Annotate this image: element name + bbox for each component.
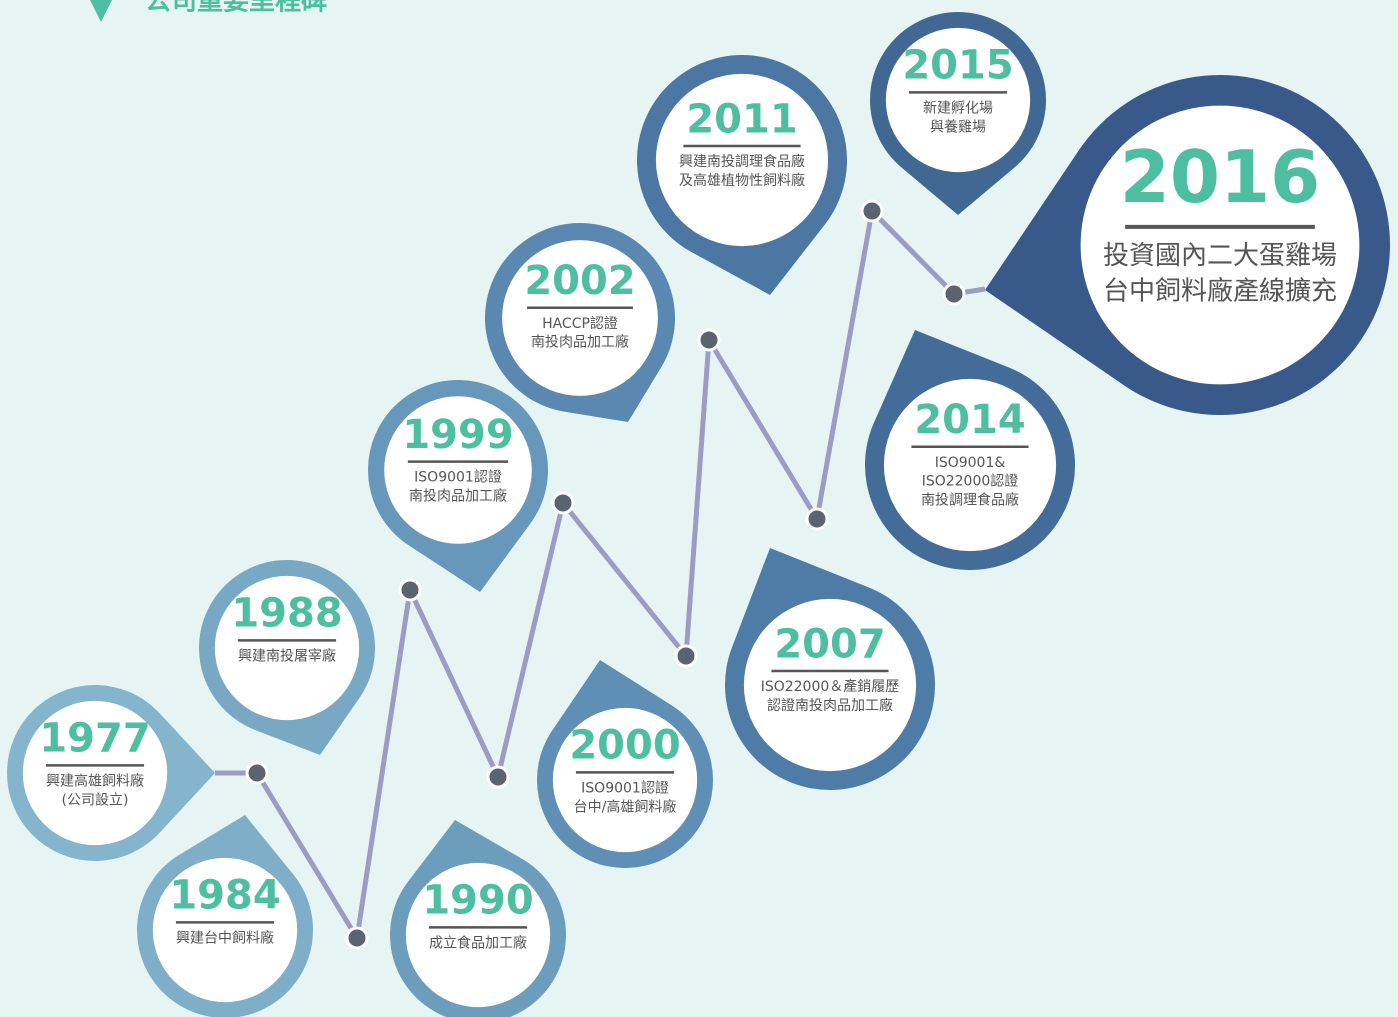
pin-inner xyxy=(1080,105,1360,385)
milestone-year: 2007 xyxy=(774,621,885,667)
milestone-year: 1988 xyxy=(231,591,342,637)
milestone-year: 2002 xyxy=(524,258,635,304)
milestone-text: 投資國內二大蛋雞場 xyxy=(1103,241,1337,271)
pin-inner xyxy=(885,27,1031,173)
header-title: 公司重要里程碑 xyxy=(145,0,327,17)
pin-inner xyxy=(405,862,551,1008)
milestone-text: 新建孵化場 xyxy=(923,100,993,116)
milestone-text: 興建高雄飼料廠 xyxy=(46,772,144,789)
milestone-text: 興建南投調理食品廠 xyxy=(679,153,805,170)
timeline-dot xyxy=(860,199,884,223)
timeline-dot xyxy=(486,765,510,789)
milestone-text: ISO9001認證 xyxy=(581,779,669,796)
milestone-text: 與養雞場 xyxy=(930,118,986,135)
milestone-text: ISO9001認證 xyxy=(414,469,502,486)
milestone-text: ISO9001& xyxy=(935,455,1006,471)
milestone-year: 1999 xyxy=(402,412,513,458)
milestone-text: 南投調理食品廠 xyxy=(921,492,1019,509)
pin-inner xyxy=(655,73,829,247)
milestone: 1977 興建高雄飼料廠 (公司設立) xyxy=(7,685,216,862)
milestone-text: HACCP認證 xyxy=(542,315,618,332)
milestone-text: 南投肉品加工廠 xyxy=(409,488,507,505)
milestone-year: 1984 xyxy=(169,873,280,919)
timeline-dot xyxy=(805,507,829,531)
milestone-text: 認證南投肉品加工廠 xyxy=(767,697,893,714)
milestone-text: 台中飼料廠產線擴充 xyxy=(1103,276,1337,306)
timeline-dot xyxy=(398,578,422,602)
milestone-year: 1990 xyxy=(422,878,533,924)
milestone-text: 興建南投屠宰廠 xyxy=(238,647,336,664)
timeline-line xyxy=(215,205,986,946)
timeline-dot xyxy=(674,644,698,668)
milestone-year: 2014 xyxy=(914,397,1025,443)
milestone-text: 南投肉品加工廠 xyxy=(531,334,629,351)
milestone-text: ISO22000＆產銷履歷 xyxy=(761,678,900,695)
pin-inner xyxy=(22,700,168,846)
milestone: 1988 興建南投屠宰廠 xyxy=(199,560,376,755)
timeline-dot xyxy=(551,491,575,515)
pin-inner xyxy=(743,598,917,772)
milestone-text: 興建台中飼料廠 xyxy=(176,929,274,946)
milestone: 1984 興建台中飼料廠 xyxy=(137,815,313,1017)
timeline-dot xyxy=(245,761,269,785)
milestone-text: 台中/高雄飼料廠 xyxy=(574,798,677,815)
header-icon xyxy=(90,0,112,22)
milestone-year: 1977 xyxy=(39,716,150,762)
pin-inner xyxy=(152,857,298,1003)
timeline-dot xyxy=(942,282,966,306)
pin-inner xyxy=(552,707,698,853)
timeline-dot xyxy=(697,328,721,352)
pin-inner xyxy=(502,240,658,396)
milestone-year: 2000 xyxy=(569,723,680,769)
milestone-text: 成立食品加工廠 xyxy=(429,934,527,951)
milestone-text: (公司設立) xyxy=(62,792,129,808)
milestone-year: 2011 xyxy=(686,96,797,142)
pin-inner xyxy=(384,396,532,544)
pin-inner xyxy=(883,378,1057,552)
milestone-year: 2015 xyxy=(902,43,1013,89)
milestone-text: ISO22000認證 xyxy=(922,473,1019,490)
milestone-year: 2016 xyxy=(1120,135,1320,219)
milestone-text: 及高雄植物性飼料廠 xyxy=(679,172,805,189)
pin-inner xyxy=(214,575,360,721)
milestone: 1990 成立食品加工廠 xyxy=(390,820,566,1017)
timeline-dot xyxy=(345,926,369,950)
